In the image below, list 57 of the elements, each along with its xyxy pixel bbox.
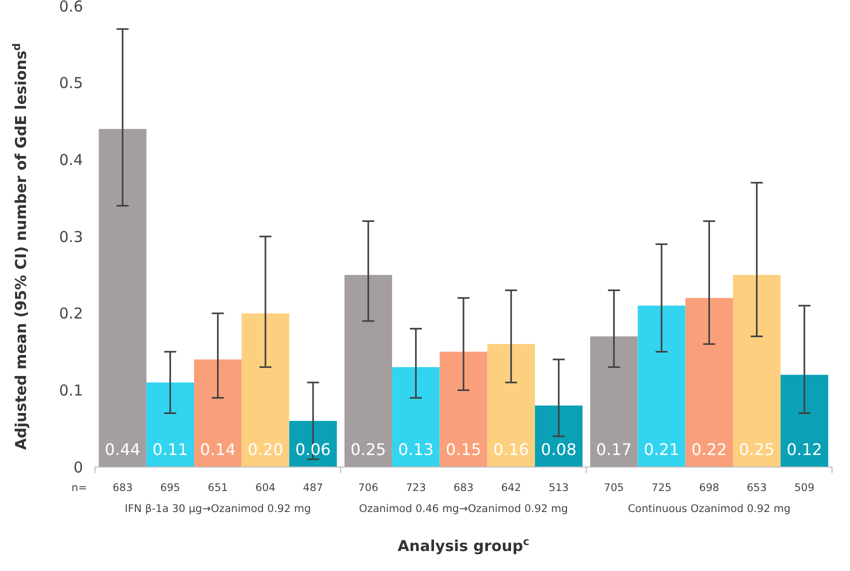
data-label: 0.08 <box>540 440 577 459</box>
bar <box>392 367 440 467</box>
y-tick-label: 0.2 <box>59 304 83 323</box>
bar <box>732 274 781 467</box>
y-tick-label: 0.4 <box>59 150 83 169</box>
bar <box>590 336 638 467</box>
text: 698 <box>699 482 720 494</box>
data-label: 0.06 <box>295 440 331 459</box>
x-axis-title: Analysis group$^{c}$ <box>398 536 530 555</box>
bar <box>780 374 828 467</box>
bar <box>534 406 583 467</box>
bar <box>146 382 194 467</box>
text: 725 <box>652 482 672 494</box>
y-tick-label: 0 <box>73 458 83 476</box>
data-label: 0.17 <box>596 440 632 459</box>
text: 604 <box>255 482 276 494</box>
text: 683 <box>112 482 133 494</box>
data-label: 0.12 <box>786 440 822 459</box>
bar <box>440 352 488 467</box>
data-label: 0.25 <box>350 440 386 459</box>
data-label: 0.20 <box>248 440 284 459</box>
y-tick-label: 0.1 <box>59 381 83 400</box>
text: n= <box>72 482 87 494</box>
data-label: 0.14 <box>200 440 236 459</box>
text: 683 <box>453 482 474 494</box>
y-tick-label: 0.6 <box>59 0 83 16</box>
data-label: 0.16 <box>493 440 529 459</box>
x-tick-label: IFN β-1a 30 µg→Ozanimod 0.92 mg <box>124 503 311 515</box>
bar <box>98 128 146 467</box>
bar <box>638 306 686 467</box>
data-label: 0.22 <box>691 440 727 459</box>
text: 513 <box>548 482 569 494</box>
text: 723 <box>406 482 426 494</box>
data-label: 0.44 <box>104 440 140 459</box>
text: 509 <box>794 482 814 494</box>
text: 487 <box>303 482 324 494</box>
text: 642 <box>501 482 522 494</box>
bar <box>344 274 392 467</box>
bar <box>685 298 733 467</box>
bar <box>194 359 242 467</box>
bar <box>289 420 337 467</box>
data-label: 0.25 <box>738 440 775 459</box>
data-label: 0.21 <box>644 440 680 459</box>
data-label: 0.13 <box>398 440 434 459</box>
text: 706 <box>358 482 379 494</box>
x-tick-label: Ozanimod 0.46 mg→Ozanimod 0.92 mg <box>359 503 568 515</box>
data-label: 0.11 <box>152 440 188 459</box>
data-label: 0.15 <box>446 440 482 459</box>
text: 651 <box>208 482 228 494</box>
bar <box>487 344 535 467</box>
text: 695 <box>160 482 180 494</box>
bar <box>242 313 290 467</box>
y-tick-label: 0.5 <box>59 74 83 92</box>
text: 705 <box>604 482 624 494</box>
x-tick-label: Continuous Ozanimod 0.92 mg <box>628 503 791 515</box>
text: 653 <box>746 482 767 494</box>
y-tick-label: 0.3 <box>59 228 83 246</box>
